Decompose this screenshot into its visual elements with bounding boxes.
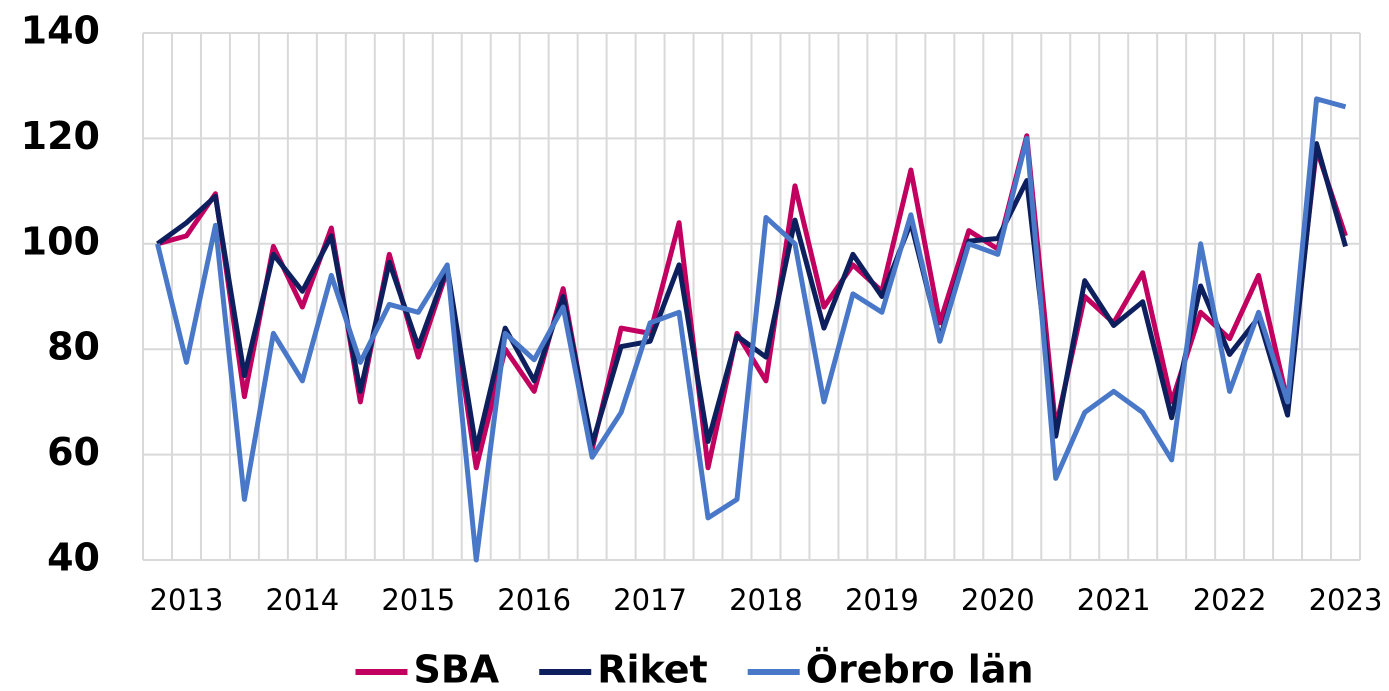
- y-tick-label: 80: [47, 325, 100, 369]
- legend-label: Riket: [597, 648, 707, 691]
- legend-label: Örebro län: [806, 648, 1034, 691]
- x-tick-label: 2022: [1193, 583, 1267, 617]
- x-tick-label: 2017: [613, 583, 687, 617]
- x-tick-label: 2015: [381, 583, 455, 617]
- y-tick-label: 40: [47, 536, 100, 580]
- y-tick-label: 120: [21, 114, 100, 158]
- x-tick-label: 2021: [1077, 583, 1151, 617]
- y-tick-label: 140: [21, 9, 100, 53]
- x-tick-label: 2020: [961, 583, 1035, 617]
- x-tick-label: 2013: [150, 583, 224, 617]
- x-tick-label: 2018: [729, 583, 803, 617]
- series-line: [155, 96, 1347, 563]
- x-tick-label: 2019: [845, 583, 919, 617]
- x-tick-label: 2014: [265, 583, 339, 617]
- legend-label: SBA: [413, 648, 499, 691]
- x-tick-label: 2023: [1309, 583, 1383, 617]
- y-tick-label: 100: [21, 219, 100, 263]
- x-tick-label: 2016: [497, 583, 571, 617]
- y-tick-label: 60: [47, 430, 100, 474]
